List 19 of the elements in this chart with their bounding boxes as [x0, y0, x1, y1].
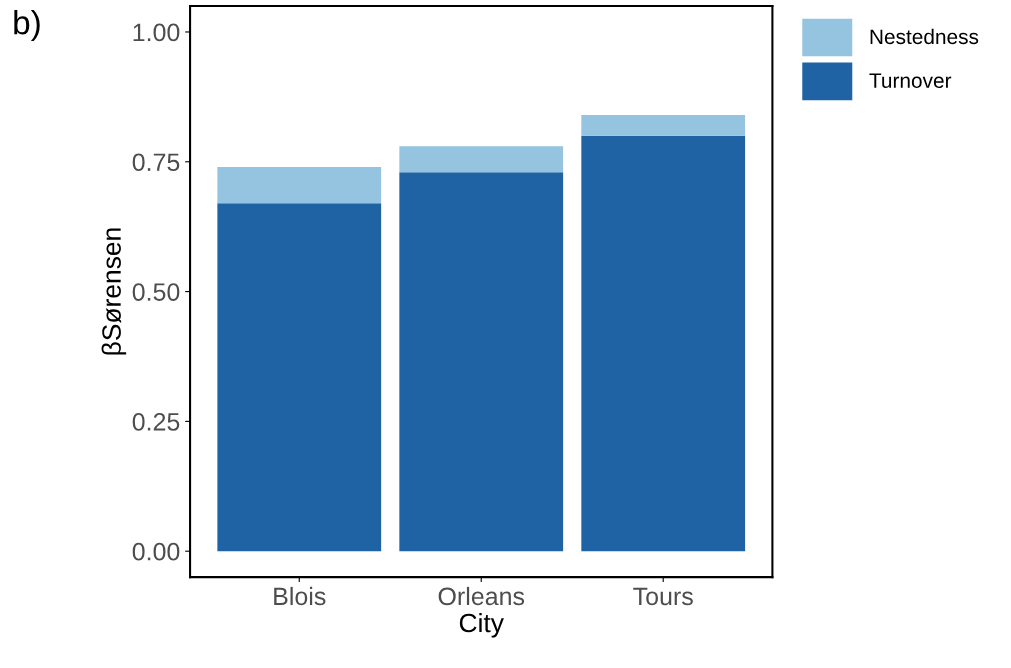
legend-label: Turnover	[869, 73, 952, 89]
text: b)	[14, 10, 40, 42]
x-axis-title: City	[459, 612, 504, 638]
bar	[581, 135, 746, 552]
y-tick-label: 0.75	[132, 153, 180, 172]
bar	[217, 166, 382, 204]
y-axis-title: βSørensen	[101, 228, 127, 355]
y-tick-label: 1.00	[133, 23, 180, 42]
x-tick-label: Orleans	[438, 586, 525, 606]
y-tick-label: 0.25	[132, 412, 180, 431]
y-tick-label: 0.50	[132, 283, 180, 301]
bar	[399, 146, 564, 173]
bar	[217, 203, 382, 552]
bar	[399, 172, 564, 552]
y-tick-label: 0.00	[132, 542, 180, 561]
x-tick-label: Blois	[274, 586, 326, 606]
legend-label: Nestedness	[870, 28, 979, 45]
x-tick-label: Tours	[633, 587, 693, 606]
bar	[581, 115, 746, 136]
